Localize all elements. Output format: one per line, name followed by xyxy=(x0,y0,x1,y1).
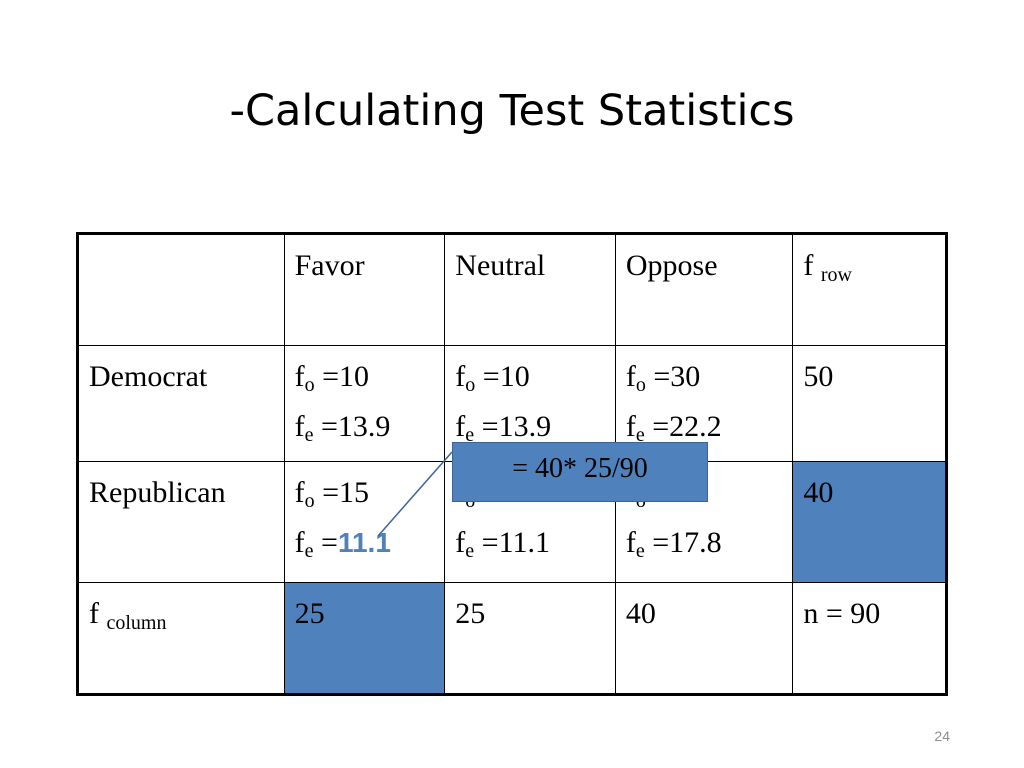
f-letter: f xyxy=(803,249,814,282)
observed-line: fo =30 xyxy=(625,360,701,396)
observed-line: fo =15 xyxy=(294,476,370,512)
observed-line: fo =10 xyxy=(455,360,530,396)
grand-total: n = 90 xyxy=(792,582,947,695)
cell-republican-favor: fo =15 fe =11.1 xyxy=(283,461,446,583)
header-blank-cell xyxy=(77,233,285,346)
column-total-oppose: 40 xyxy=(614,582,794,695)
total-democrat: 50 xyxy=(792,345,947,462)
header-neutral: Neutral xyxy=(444,233,616,346)
row-label-republican: Republican xyxy=(77,461,285,583)
table-header-row: Favor Neutral Oppose f row xyxy=(77,233,947,346)
expected-line: fe =13.9 xyxy=(294,410,391,446)
highlighted-expected-value: 11.1 xyxy=(337,527,391,558)
calculation-callout: = 40* 25/90 xyxy=(452,442,708,502)
expected-line: fe =13.9 xyxy=(455,410,552,446)
row-subscript: row xyxy=(820,264,852,286)
column-subscript: column xyxy=(106,612,167,634)
table-footer-row: f column 25 25 40 n = 90 xyxy=(77,582,947,695)
column-total-favor-highlighted: 25 xyxy=(283,582,446,695)
slide-title: -Calculating Test Statistics xyxy=(229,86,795,136)
cell-democrat-favor: fo =10 fe =13.9 xyxy=(283,345,446,462)
total-republican-highlighted: 40 xyxy=(792,461,947,583)
header-oppose: Oppose xyxy=(614,233,794,346)
observed-line: fo =10 xyxy=(294,360,370,396)
header-favor: Favor xyxy=(283,233,446,346)
expected-line: fe =22.2 xyxy=(625,410,722,446)
footer-label-f-column: f column xyxy=(77,582,285,695)
expected-line: fe =17.8 xyxy=(625,526,722,562)
expected-line: fe =11.1 xyxy=(294,526,391,562)
row-label-democrat: Democrat xyxy=(77,345,285,462)
header-f-row: f row xyxy=(792,233,947,346)
column-total-neutral: 25 xyxy=(444,582,616,695)
page-number: 24 xyxy=(934,728,950,744)
expected-line: fe =11.1 xyxy=(455,526,550,562)
